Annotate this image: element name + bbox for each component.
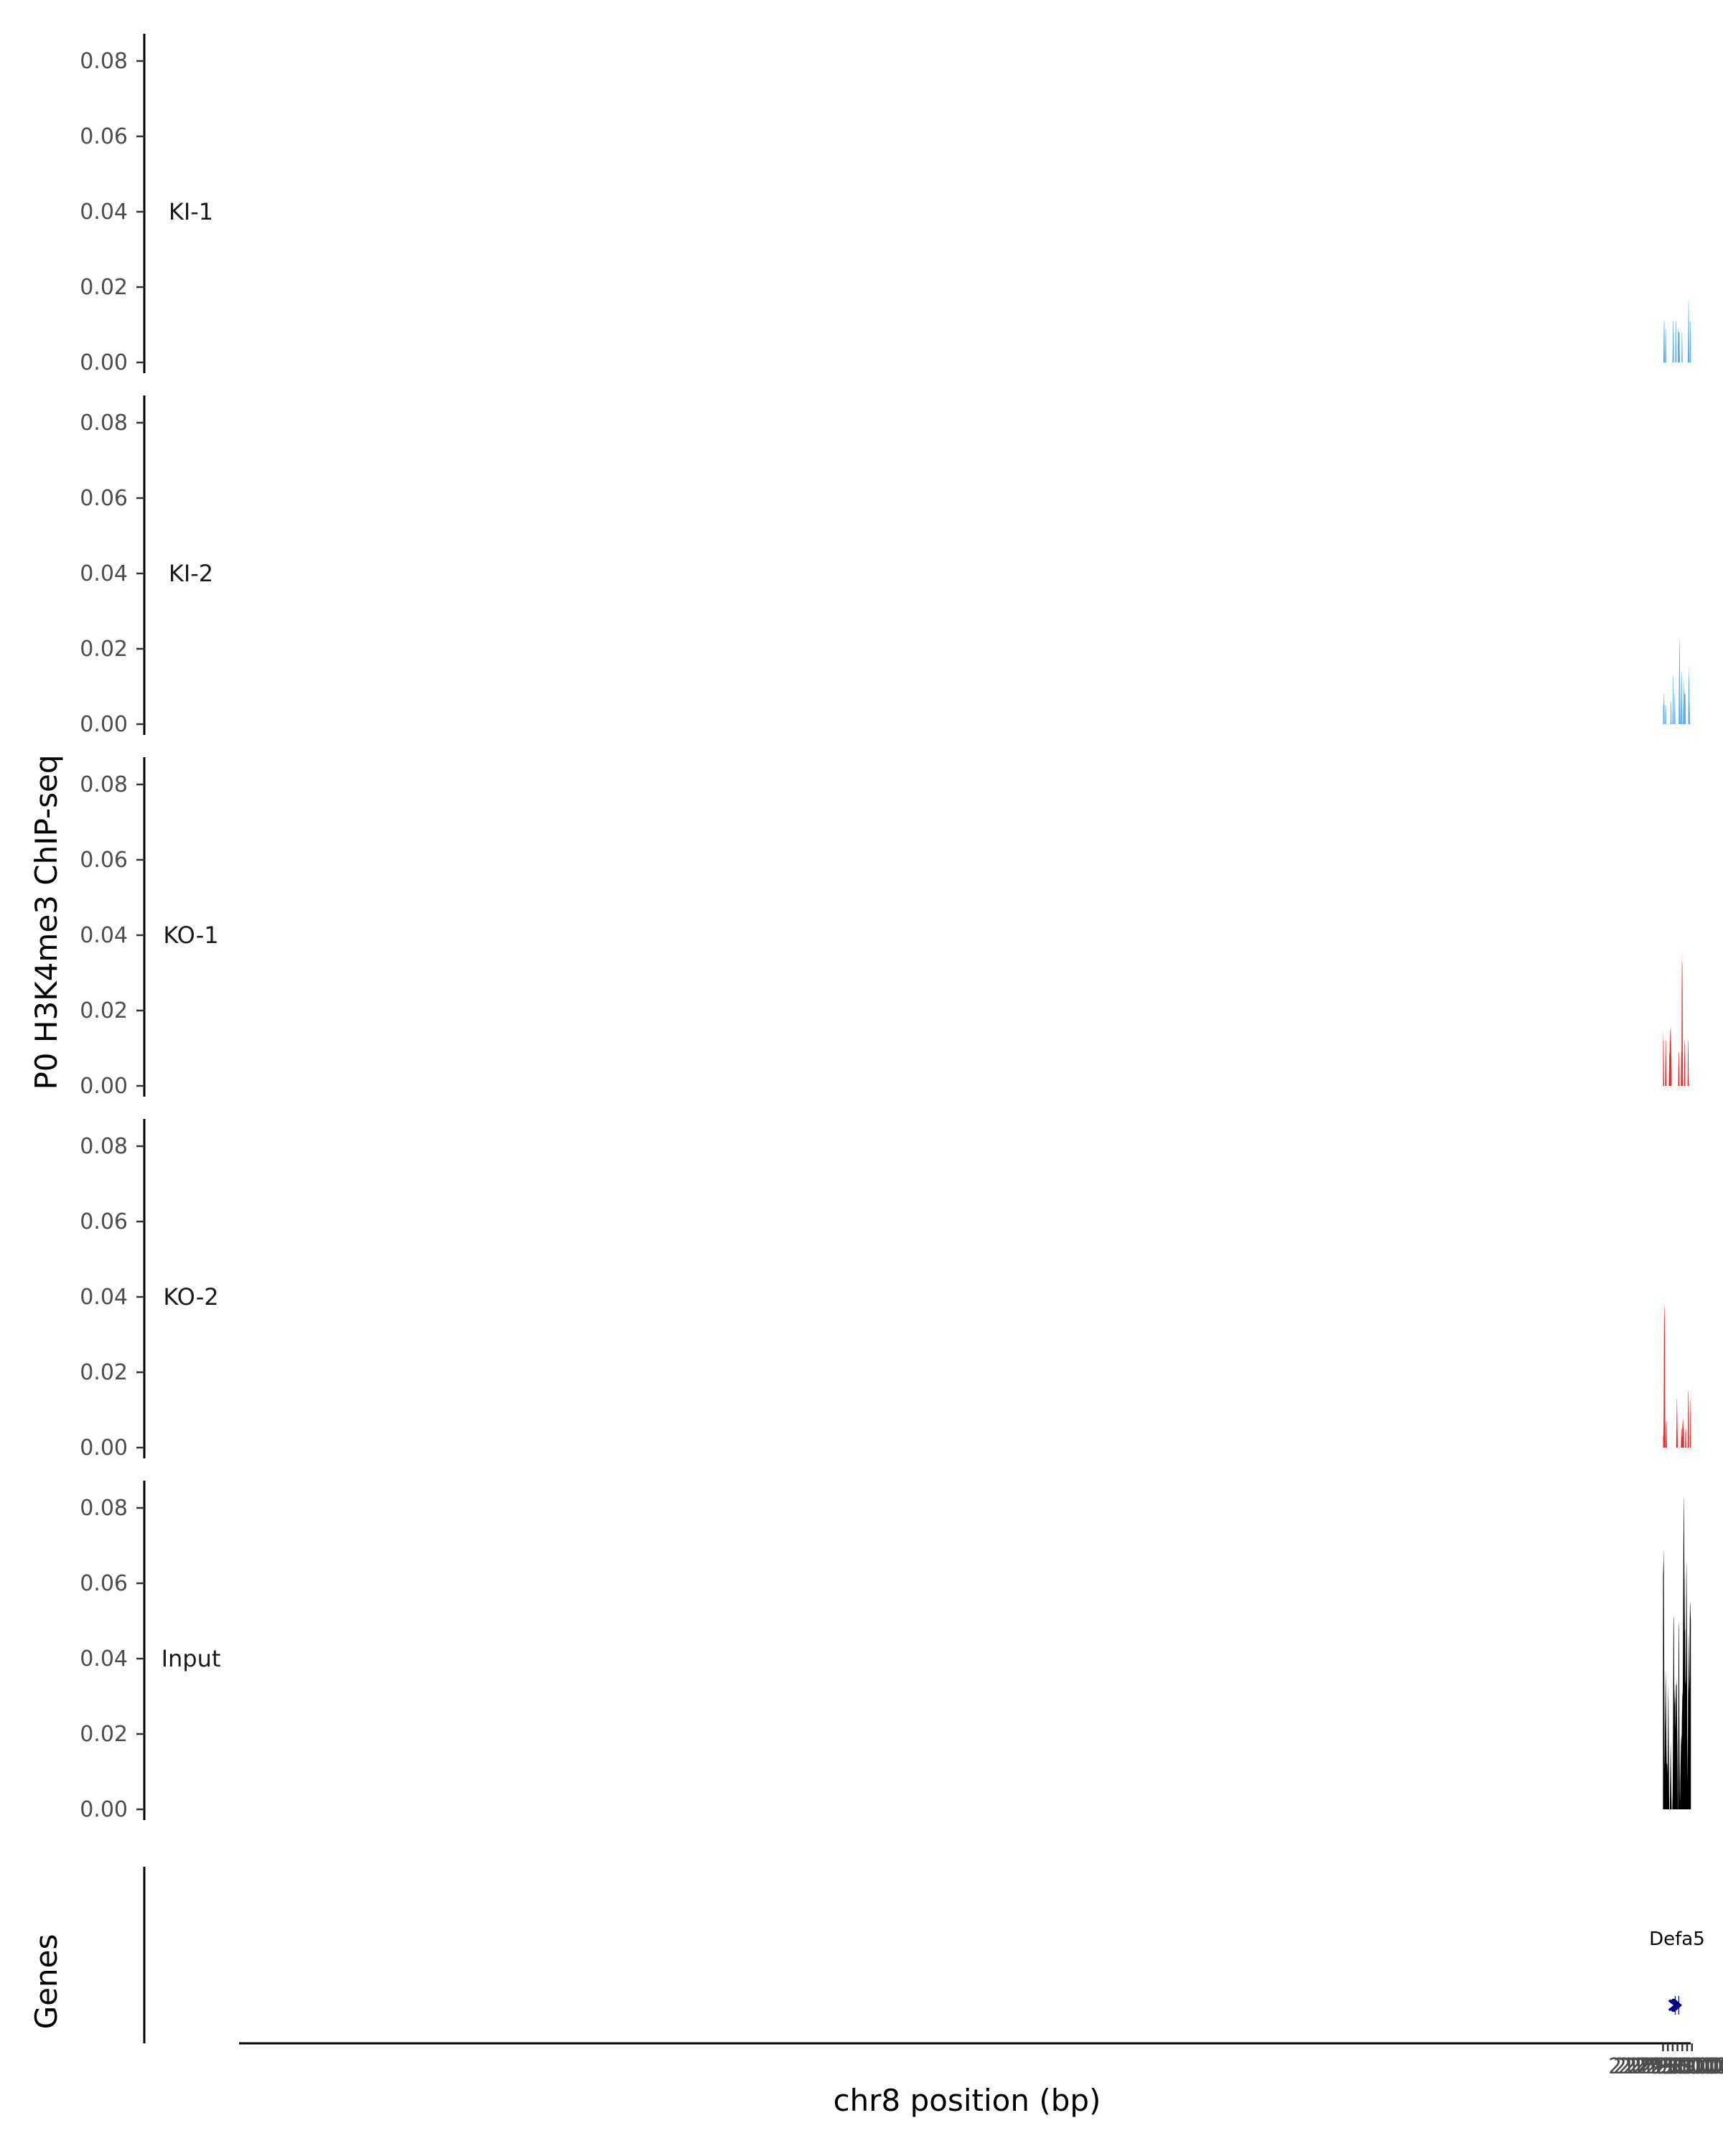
x-tick-label: 21301000 bbox=[1637, 2054, 1723, 2079]
x-tick-label: 21298000 bbox=[1622, 2054, 1723, 2079]
track-label-ki-2: KI-2 bbox=[169, 560, 213, 587]
y-tick-label: 0.06 bbox=[80, 486, 128, 511]
signal-area-ki-1 bbox=[1663, 298, 1691, 362]
track-label-ko-1: KO-1 bbox=[163, 922, 218, 949]
y-tick-label: 0.08 bbox=[80, 49, 128, 74]
signal-area-ki-2 bbox=[1663, 637, 1691, 724]
y-tick-label: 0.02 bbox=[80, 275, 128, 300]
track-label-ko-2: KO-2 bbox=[163, 1283, 218, 1311]
y-tick-label: 0.02 bbox=[80, 1722, 128, 1747]
y-tick-label: 0.06 bbox=[80, 1571, 128, 1596]
signal-area-ko-1 bbox=[1663, 954, 1689, 1086]
gene-layer: Defa5 bbox=[143, 1867, 1705, 2043]
x-tick-label: 21299000 bbox=[1628, 2054, 1723, 2079]
x-axis: 2129500021296000212970002129800021299000… bbox=[239, 2042, 1723, 2079]
y-tick-label: 0.08 bbox=[80, 1496, 128, 1521]
y-tick-label: 0.06 bbox=[80, 124, 128, 149]
strand-arrow bbox=[1673, 1998, 1683, 2012]
signal-area-ko-2 bbox=[1663, 1304, 1691, 1448]
y-tick-label: 0.02 bbox=[80, 998, 128, 1023]
x-tick-label: 21300000 bbox=[1633, 2054, 1723, 2079]
y-tick-label: 0.08 bbox=[80, 1134, 128, 1159]
x-tick-label: 21295000 bbox=[1608, 2054, 1718, 2079]
y-tick-label: 0.02 bbox=[80, 1360, 128, 1385]
y-tick-label: 0.04 bbox=[80, 200, 128, 225]
gene-label: Defa5 bbox=[1649, 1928, 1705, 1950]
y-axis-title: P0 H3K4me3 ChIP-seq bbox=[29, 754, 64, 1089]
track-panel-input: 0.00 0.02 0.04 0.06 0.08 Input bbox=[80, 1481, 1691, 1822]
x-axis-title: chr8 position (bp) bbox=[834, 2083, 1101, 2118]
x-tick-label: 21297000 bbox=[1618, 2054, 1723, 2079]
track-panel-ko-1: 0.00 0.02 0.04 0.06 0.08 KO-1 bbox=[80, 757, 1689, 1099]
signal-area-input bbox=[1663, 1496, 1691, 1809]
y-tick-label: 0.00 bbox=[80, 1074, 128, 1099]
gene-exon bbox=[1674, 1996, 1676, 2015]
genes-axis-title: Genes bbox=[29, 1934, 64, 2030]
track-label-ki-1: KI-1 bbox=[169, 198, 213, 225]
x-tick-label: 21296000 bbox=[1613, 2054, 1723, 2079]
y-tick-label: 0.06 bbox=[80, 848, 128, 873]
y-tick-label: 0.04 bbox=[80, 1285, 128, 1310]
track-label-input: Input bbox=[162, 1645, 221, 1672]
tracks-layer: 0.00 0.02 0.04 0.06 0.08 KI-1 0.00 0.02 0.04 0.06… bbox=[80, 34, 1691, 1822]
y-tick-label: 0.00 bbox=[80, 350, 128, 375]
y-tick-label: 0.08 bbox=[80, 411, 128, 436]
y-tick-label: 0.04 bbox=[80, 1646, 128, 1672]
y-tick-label: 0.02 bbox=[80, 637, 128, 662]
y-tick-label: 0.04 bbox=[80, 923, 128, 948]
track-panel-ki-2: 0.00 0.02 0.04 0.06 0.08 KI-2 bbox=[80, 395, 1691, 737]
y-tick-label: 0.08 bbox=[80, 772, 128, 797]
track-panel-ki-1: 0.00 0.02 0.04 0.06 0.08 KI-1 bbox=[80, 34, 1691, 375]
y-tick-label: 0.00 bbox=[80, 1435, 128, 1461]
gene-exon bbox=[1678, 1996, 1680, 2015]
track-panel-ko-2: 0.00 0.02 0.04 0.06 0.08 KO-2 bbox=[80, 1119, 1691, 1461]
y-tick-label: 0.00 bbox=[80, 712, 128, 737]
y-tick-label: 0.06 bbox=[80, 1209, 128, 1234]
y-tick-label: 0.00 bbox=[80, 1797, 128, 1822]
y-tick-label: 0.04 bbox=[80, 561, 128, 586]
